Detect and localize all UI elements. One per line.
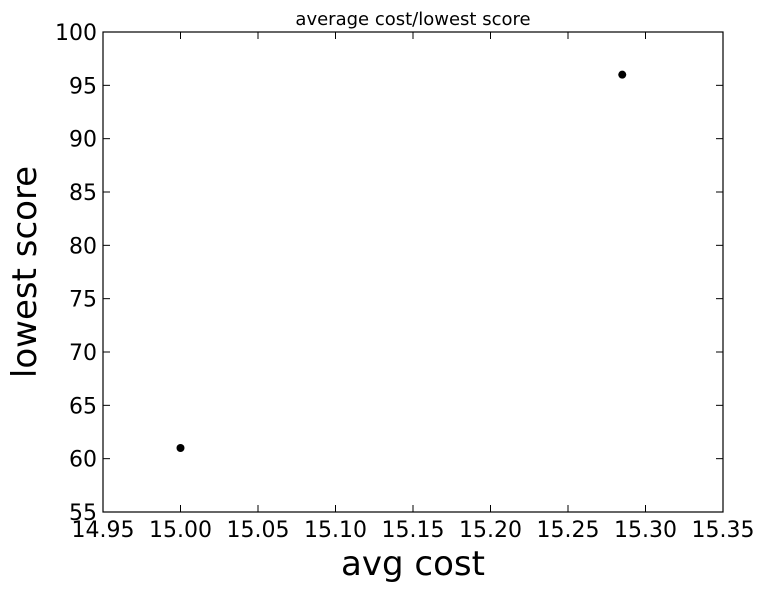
x-tick-label: 15.30 <box>614 518 677 543</box>
chart-title: average cost/lowest score <box>295 9 530 30</box>
x-tick-label: 14.95 <box>72 518 135 543</box>
x-tick-label: 15.05 <box>227 518 290 543</box>
y-axis-ticks: 55 60 65 70 75 80 85 90 95 100 <box>55 21 723 526</box>
y-tick-label: 90 <box>69 128 97 153</box>
y-tick-label: 75 <box>69 288 97 313</box>
x-tick-label: 15.20 <box>459 518 522 543</box>
x-tick-label: 15.25 <box>537 518 600 543</box>
y-axis-title: lowest score <box>5 166 45 378</box>
data-points <box>176 70 627 452</box>
y-tick-label: 100 <box>55 21 97 46</box>
data-point <box>618 70 627 79</box>
x-tick-label: 15.35 <box>692 518 755 543</box>
y-tick-label: 85 <box>69 181 97 206</box>
x-axis-title: avg cost <box>341 544 485 584</box>
y-tick-label: 55 <box>69 501 97 526</box>
y-tick-label: 60 <box>69 448 97 473</box>
y-tick-label: 80 <box>69 234 97 259</box>
x-tick-label: 15.00 <box>149 518 212 543</box>
y-tick-label: 70 <box>69 341 97 366</box>
x-tick-label: 15.15 <box>382 518 445 543</box>
x-tick-label: 15.10 <box>304 518 367 543</box>
x-axis-ticks: 14.95 15.00 15.05 15.10 15.15 15.20 15.25 15.30… <box>72 32 755 543</box>
plot-frame <box>102 31 724 513</box>
data-point <box>176 444 185 452</box>
y-tick-label: 95 <box>69 74 97 99</box>
y-tick-label: 65 <box>69 394 97 419</box>
